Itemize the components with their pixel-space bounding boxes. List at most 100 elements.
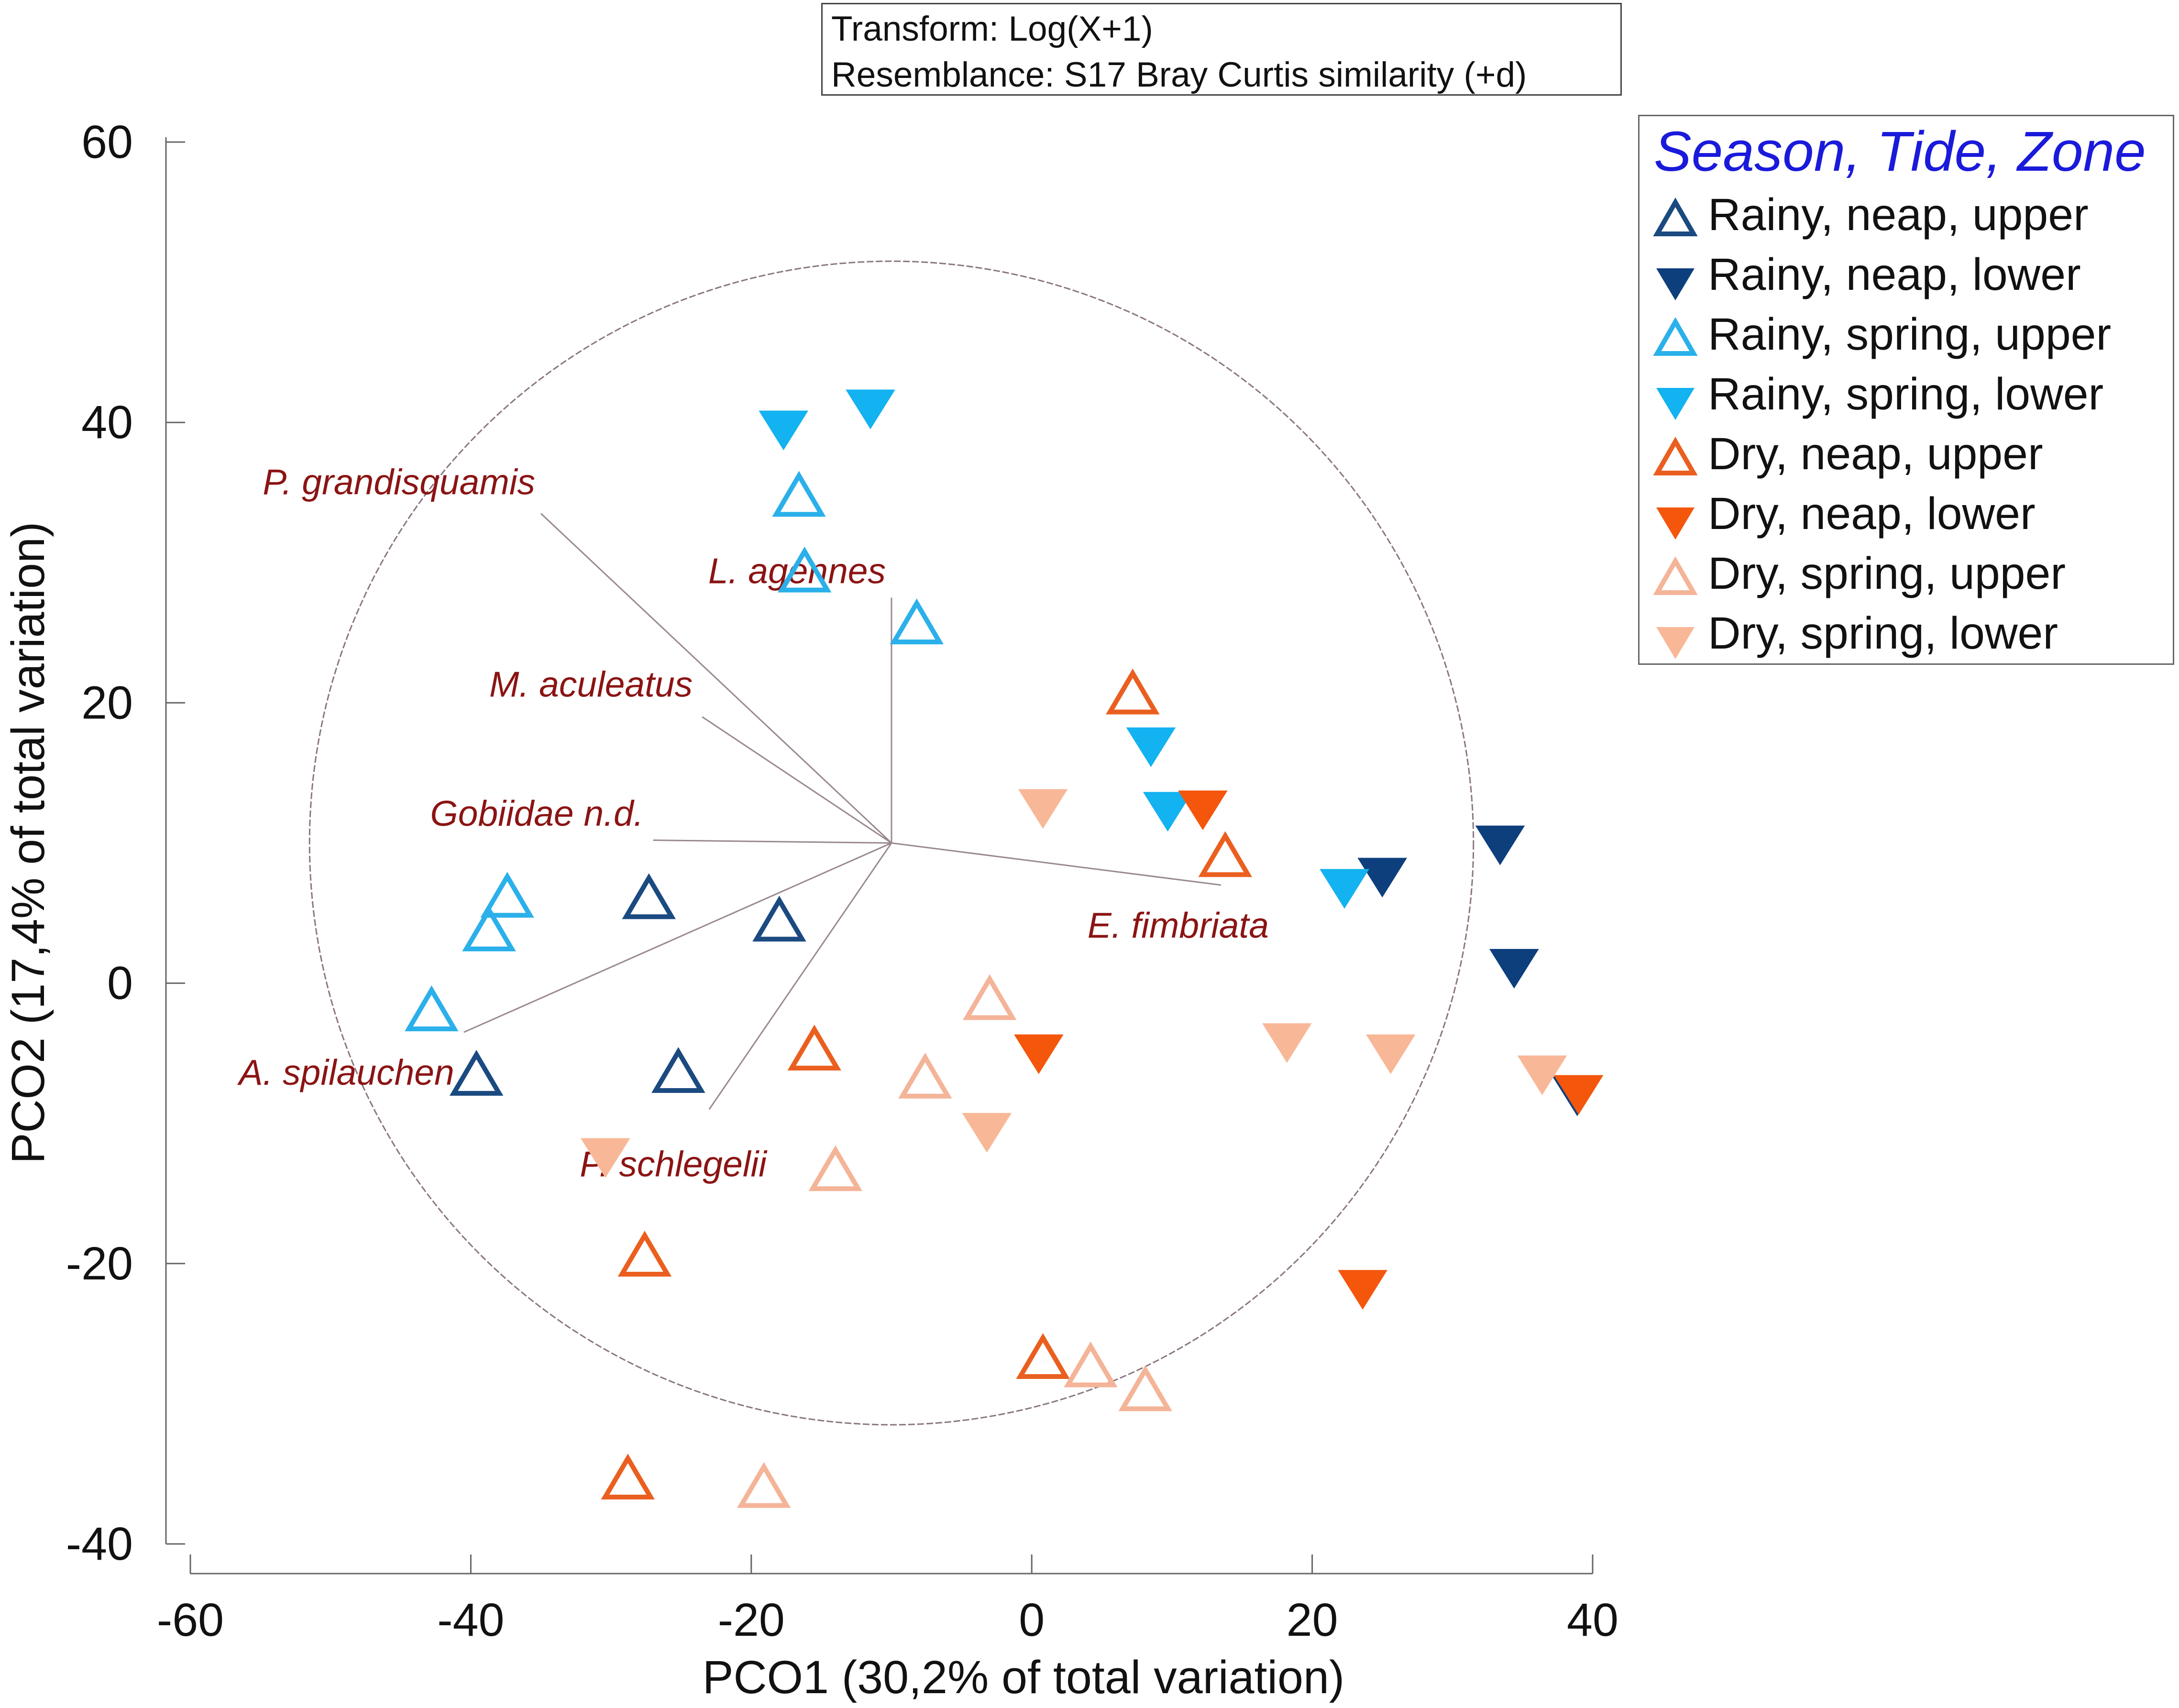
data-point-up-open — [1106, 668, 1160, 715]
y-tick-label: 20 — [81, 676, 133, 728]
data-point-up-open — [890, 598, 944, 645]
x-tick-label: -40 — [437, 1594, 504, 1646]
vector-label: M. aculeatus — [489, 664, 693, 705]
data-point-up-open — [1064, 1341, 1118, 1388]
legend-item: Rainy, spring, upper — [1651, 307, 2168, 366]
vector-line — [891, 842, 1222, 886]
data-point-up-open — [405, 985, 459, 1032]
data-point-down-filled — [1018, 789, 1068, 829]
legend-item: Rainy, spring, lower — [1651, 366, 2168, 426]
y-tick-label: -40 — [66, 1518, 133, 1570]
x-tick-label: 20 — [1287, 1594, 1338, 1646]
transform-text: Transform: Log(X+1) — [831, 10, 1153, 48]
correlation-circle-layer — [308, 260, 1475, 1426]
triangle-up-outline-icon — [1653, 317, 1698, 356]
data-point-up-open — [772, 471, 826, 517]
legend: Season, Tide, Zone Rainy, neap, upper Rai… — [1638, 115, 2174, 665]
vector-line — [540, 513, 892, 844]
correlation-circle — [308, 260, 1475, 1426]
triangle-down-filled-icon — [1656, 388, 1695, 420]
data-point-up-open — [963, 974, 1017, 1020]
vector-line — [653, 839, 892, 844]
resemblance-text: Resemblance: S17 Bray Curtis similarity … — [831, 55, 1527, 94]
data-point-down-filled — [1357, 858, 1408, 898]
data-point-down-filled — [1365, 1034, 1416, 1074]
data-point-up-open — [808, 1145, 862, 1191]
vector-label: P. grandisquamis — [263, 462, 535, 502]
points-layer — [405, 389, 1604, 1508]
data-point-down-filled — [1517, 1055, 1567, 1095]
legend-item: Dry, spring, upper — [1651, 546, 2168, 606]
data-point-down-filled — [1143, 792, 1193, 832]
data-point-up-open — [752, 895, 806, 942]
legend-marker — [1656, 627, 1695, 659]
data-point-up-open — [737, 1462, 791, 1508]
legend-marker — [1656, 388, 1695, 420]
data-point-down-filled — [846, 389, 895, 430]
data-point-up-open — [617, 1231, 672, 1277]
data-point-up-open — [480, 871, 534, 918]
legend-label: Rainy, neap, lower — [1708, 249, 2081, 300]
transform-info-box: Transform: Log(X+1) Resemblance: S17 Bra… — [821, 3, 1622, 96]
data-point-down-filled — [1489, 949, 1539, 989]
y-tick-label: -20 — [66, 1237, 133, 1289]
legend-item: Rainy, neap, lower — [1651, 247, 2168, 307]
data-point-down-filled — [1014, 1034, 1064, 1074]
data-point-down-filled — [1262, 1023, 1312, 1063]
y-tick-label: 60 — [81, 116, 133, 168]
x-tick-label: -20 — [718, 1594, 785, 1646]
vector-label: A. spilauchen — [237, 1052, 454, 1092]
legend-label: Rainy, spring, lower — [1708, 369, 2104, 419]
axes-layer: -40 -20 0 20 40 60 -60 -40 -20 0 20 40 — [66, 116, 1618, 1646]
legend-label: Rainy, neap, upper — [1708, 189, 2089, 240]
data-point-up-open — [651, 1047, 705, 1093]
vector-layer: P. grandisquamis L. agennes M. aculeatus Go… — [237, 462, 1269, 1184]
legend-marker — [1653, 197, 1698, 236]
vector-label: L. agennes — [708, 551, 886, 591]
data-point-up-open — [449, 1050, 504, 1096]
vector-line — [463, 842, 892, 1033]
data-point-up-open — [898, 1052, 952, 1099]
x-axis-label: PCO1 (30,2% of total variation) — [703, 1651, 1344, 1703]
legend-label: Dry, neap, lower — [1708, 488, 2036, 539]
legend-label: Dry, spring, upper — [1708, 548, 2066, 599]
y-axis-label: PCO2 (17,4% of total variation) — [2, 522, 54, 1164]
x-tick-label: -60 — [157, 1594, 224, 1646]
legend-item: Dry, neap, upper — [1651, 426, 2168, 486]
data-point-up-open — [1016, 1333, 1070, 1379]
legend-marker — [1653, 317, 1698, 356]
triangle-up-outline-icon — [1653, 197, 1698, 236]
data-point-down-filled — [1178, 790, 1228, 830]
legend-item: Rainy, neap, upper — [1651, 187, 2168, 247]
legend-label: Dry, spring, lower — [1708, 608, 2058, 659]
triangle-down-filled-icon — [1656, 268, 1695, 300]
vector-label: E. fimbriata — [1088, 905, 1269, 945]
data-point-up-open — [601, 1454, 655, 1500]
x-tick-label: 40 — [1567, 1594, 1618, 1646]
x-tick-label: 0 — [1019, 1594, 1045, 1646]
vector-label: Gobiidae n.d. — [430, 793, 643, 834]
data-point-down-filled — [1320, 869, 1369, 909]
triangle-up-outline-icon — [1653, 556, 1698, 595]
legend-item: Dry, spring, lower — [1651, 606, 2168, 665]
legend-marker — [1653, 436, 1698, 475]
legend-label: Dry, neap, upper — [1708, 429, 2043, 479]
legend-marker — [1656, 268, 1695, 300]
data-point-down-filled — [1338, 1270, 1387, 1310]
data-point-up-open — [777, 546, 832, 593]
data-point-down-filled — [1475, 826, 1525, 865]
data-point-up-open — [1118, 1365, 1172, 1411]
data-point-up-open — [462, 905, 516, 952]
vector-line — [708, 842, 892, 1110]
vector-line — [702, 716, 892, 844]
triangle-down-filled-icon — [1656, 627, 1695, 659]
y-tick-label: 40 — [81, 396, 133, 448]
legend-marker — [1656, 507, 1695, 540]
legend-item: Dry, neap, lower — [1651, 486, 2168, 546]
data-point-up-open — [1198, 831, 1253, 877]
data-point-up-open — [787, 1025, 841, 1071]
y-tick-label: 0 — [107, 957, 133, 1009]
legend-title: Season, Tide, Zone — [1654, 120, 2146, 183]
data-point-down-filled — [962, 1113, 1012, 1153]
